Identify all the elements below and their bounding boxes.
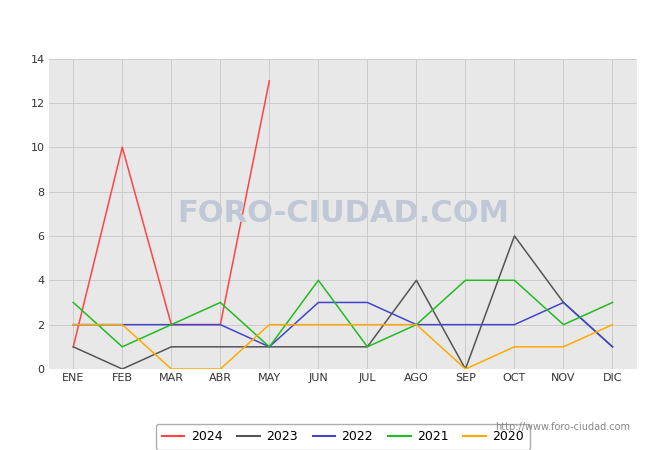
- Legend: 2024, 2023, 2022, 2021, 2020: 2024, 2023, 2022, 2021, 2020: [155, 424, 530, 450]
- Text: Matriculaciones de Vehiculos en La Portella: Matriculaciones de Vehiculos en La Porte…: [159, 15, 491, 30]
- Text: FORO-CIUDAD.COM: FORO-CIUDAD.COM: [177, 199, 509, 228]
- Text: http://www.foro-ciudad.com: http://www.foro-ciudad.com: [495, 422, 630, 432]
